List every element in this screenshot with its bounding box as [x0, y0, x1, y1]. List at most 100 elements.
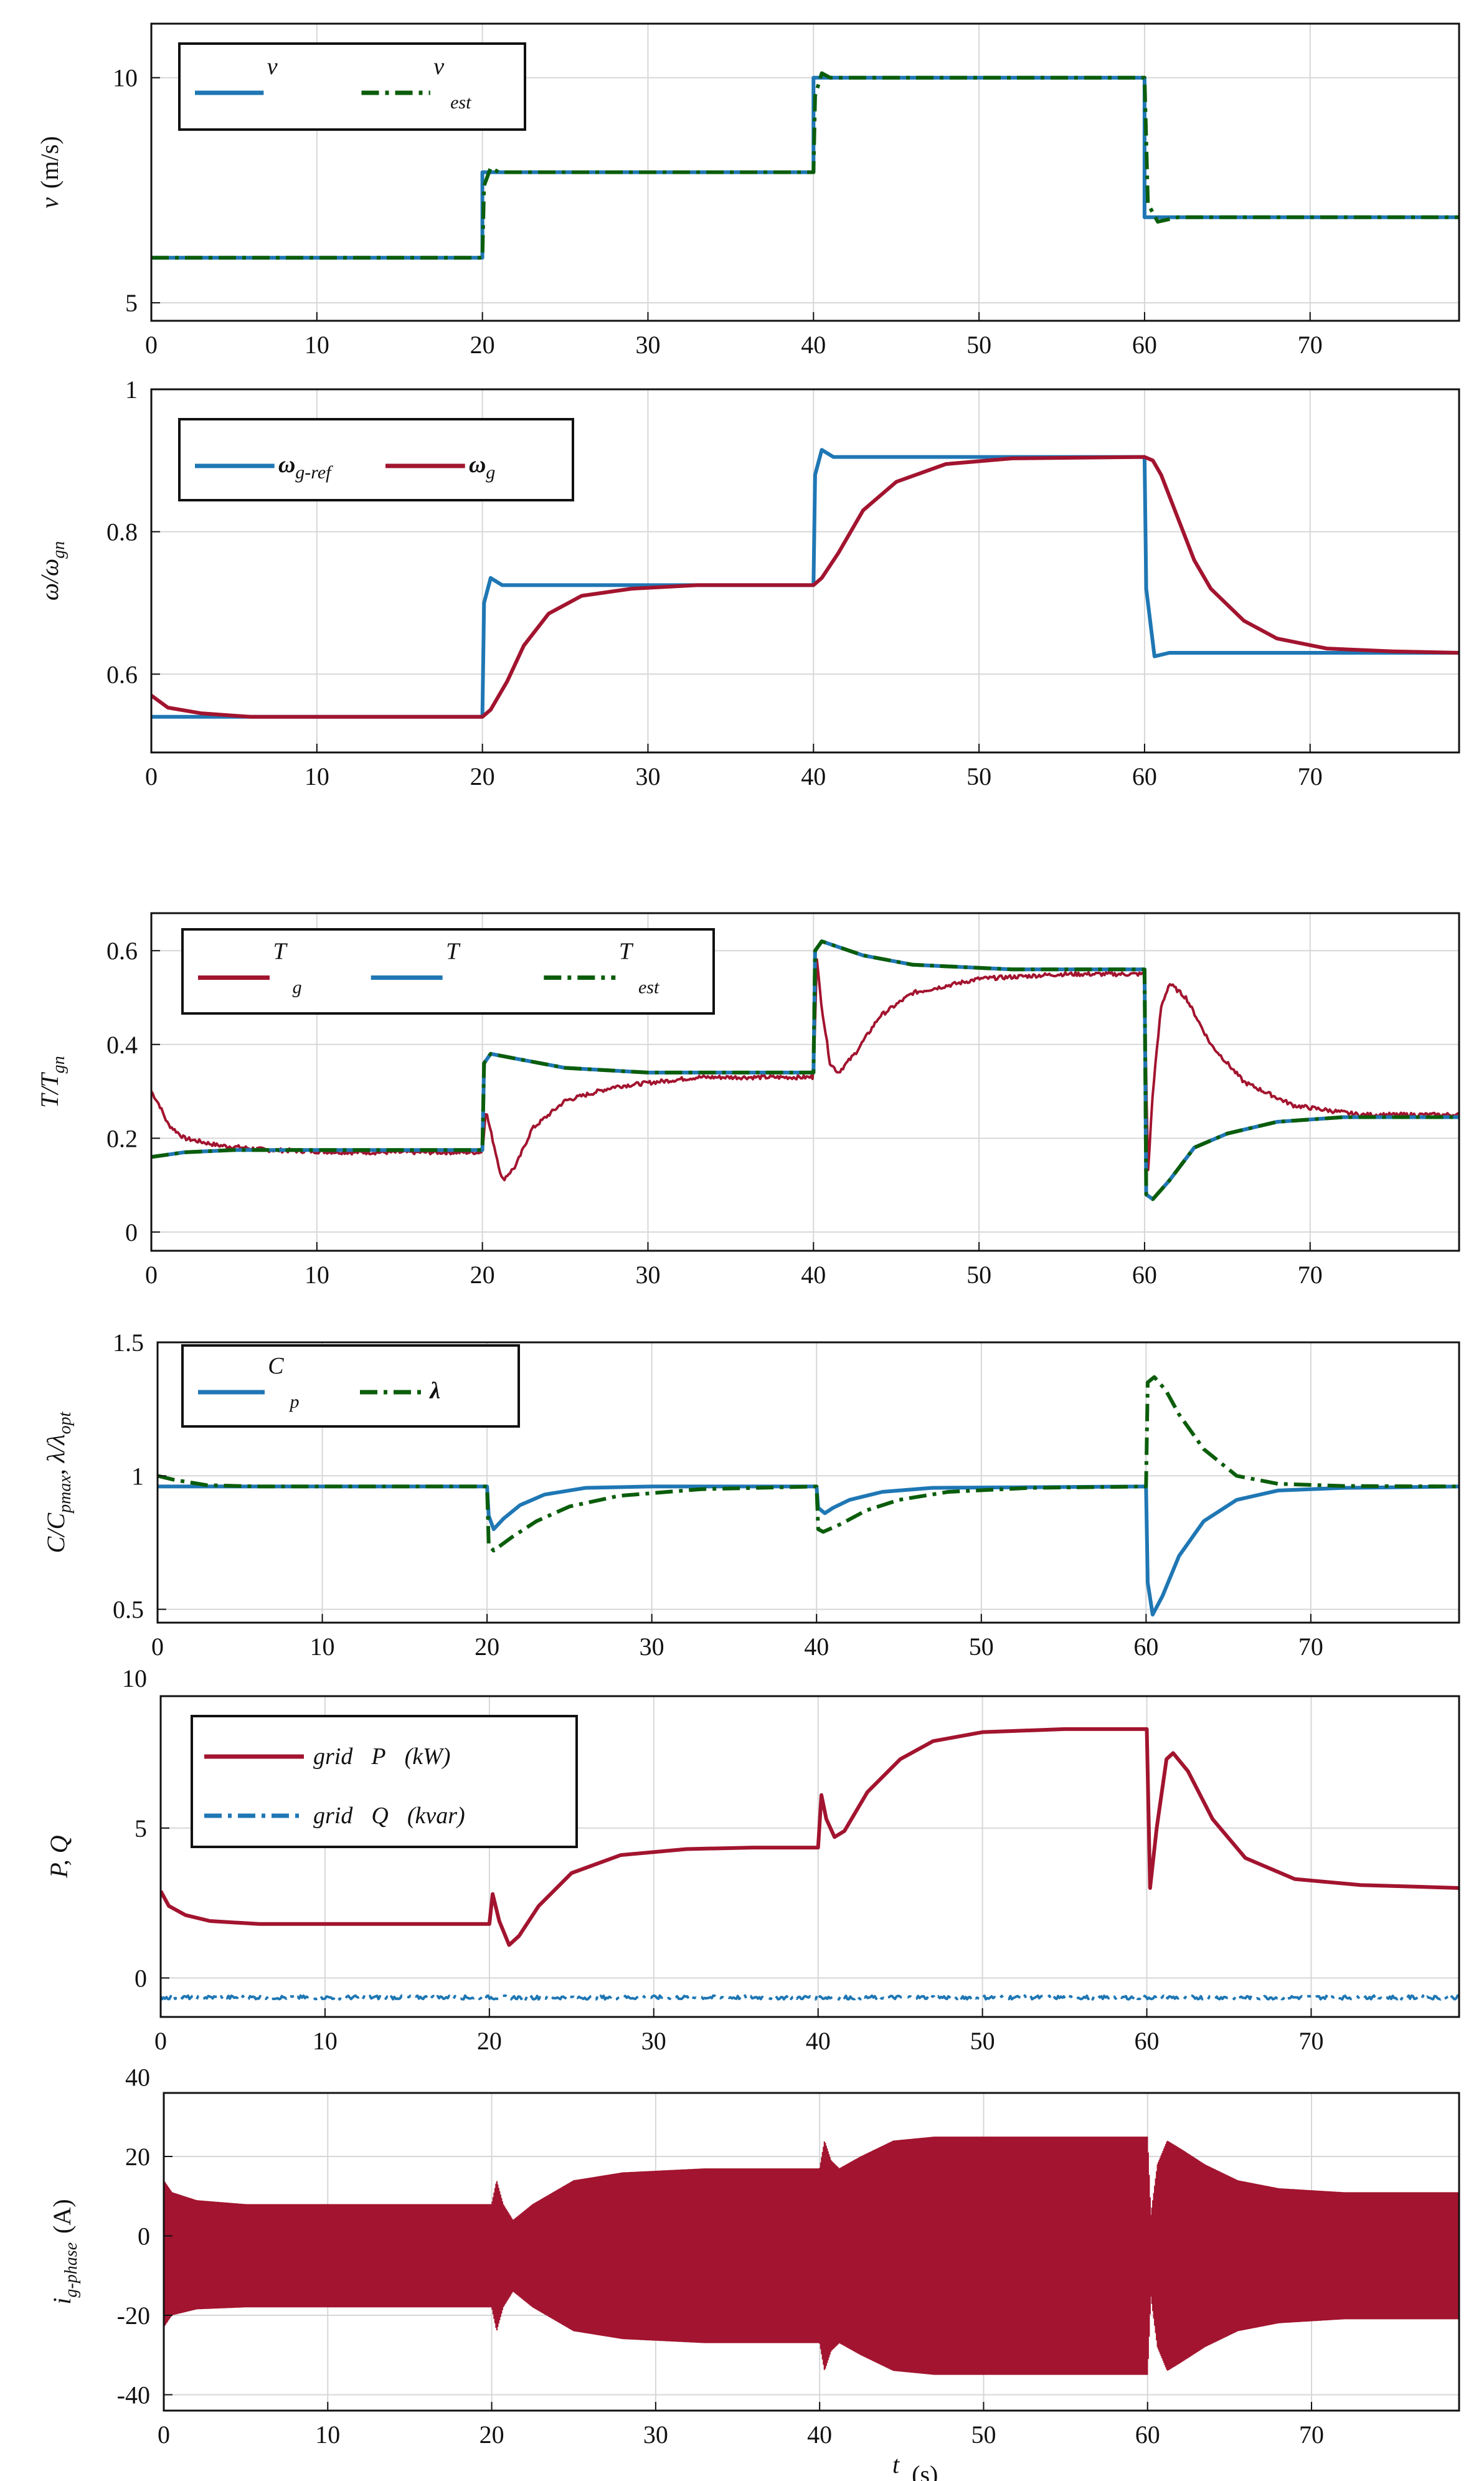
y-tick-label: 0.2: [106, 1124, 138, 1152]
x-tick-label: 70: [1298, 1633, 1323, 1661]
y-tick-label: 40: [125, 2064, 150, 2092]
x-tick-label: 50: [971, 2421, 996, 2449]
x-tick-label: 30: [640, 1633, 664, 1661]
legend: Tg T Test: [181, 928, 715, 1015]
x-tick-label: 40: [801, 762, 826, 790]
y-tick-label: 0.8: [106, 518, 138, 546]
legend-label: ωg: [469, 452, 495, 483]
x-tick-label: 60: [1132, 1261, 1157, 1289]
x-tick-label: 30: [643, 2421, 668, 2449]
y-tick-label: 0: [135, 1964, 147, 1992]
x-tick-label: 40: [801, 331, 826, 359]
x-tick-label: 70: [1298, 1261, 1323, 1289]
series-v-est: [151, 71, 1459, 260]
x-tick-label: 50: [970, 2027, 995, 2055]
y-tick-label: 1: [125, 376, 138, 404]
x-tick-label: 50: [966, 1261, 991, 1289]
x-tick-label: 60: [1132, 331, 1157, 359]
x-tick-label: 40: [804, 1633, 829, 1661]
legend: ωg-ref ωg: [178, 418, 574, 501]
y-axis-label: v(m/s): [35, 136, 64, 208]
current-envelope: [164, 2137, 1459, 2375]
legend-box: [178, 418, 574, 501]
y-tick-label: 0: [138, 2222, 150, 2251]
y-tick-label: 0.6: [106, 937, 138, 965]
x-tick-label: 50: [969, 1633, 994, 1661]
series-t-est: [151, 939, 1459, 1202]
x-tick-label: 60: [1132, 762, 1157, 790]
plot-area: [158, 1375, 1459, 1617]
y-axis-label: ig-phase(A): [48, 2199, 81, 2304]
y-tick-label: 10: [113, 64, 138, 92]
y-tick-label: 0: [125, 1218, 138, 1246]
legend: v vest: [178, 42, 526, 131]
legend-label: λ: [428, 1378, 440, 1404]
x-tick-label: 70: [1298, 331, 1323, 359]
legend-label: grid P (kW): [313, 1743, 450, 1770]
panel-grid-current: 0 10 20 30 40 50 60 70 -40 -20 0 20 40 ig-phase(A): [48, 2064, 1460, 2449]
x-tick-label: 0: [158, 2421, 170, 2449]
x-tick-label: 30: [635, 762, 660, 790]
x-tick-label: 20: [470, 762, 495, 790]
x-tick-label: 10: [315, 2421, 340, 2449]
series-grid-p: [161, 1727, 1459, 1947]
x-tick-label: 0: [145, 1261, 158, 1289]
y-tick-label: 5: [135, 1814, 147, 1843]
panel-grid-power: 0 10 20 30 40 50 60 70 0 5 10 P, Q grid P (kW) grid Q (kv…: [45, 1664, 1460, 2055]
y-axis-label: T/Tgn: [35, 1056, 69, 1108]
y-tick-label: -20: [117, 2302, 150, 2330]
panel-wind-speed: 0 10 20 30 40 50 60 70 5 10 v(m/s) v vest: [35, 22, 1460, 359]
axes-frame: [150, 912, 1460, 1252]
y-tick-label: 1: [131, 1462, 144, 1490]
y-tick-label: 5: [125, 289, 138, 317]
x-tick-label: 70: [1298, 2027, 1323, 2055]
panel-generator-speed: 0 10 20 30 40 50 60 70 0.6 0.8 1 ω/ωgn ωg-ref ωg: [35, 376, 1460, 790]
y-tick-label: -40: [117, 2381, 150, 2409]
x-tick-label: 0: [145, 331, 158, 359]
y-tick-label: 0.4: [106, 1031, 138, 1059]
x-tick-label: 10: [305, 762, 329, 790]
x-tick-label: 10: [305, 331, 329, 359]
x-tick-label: 70: [1299, 2421, 1324, 2449]
x-tick-label: 20: [470, 1261, 495, 1289]
series-c-p: [158, 1484, 1459, 1617]
y-axis-label: ω/ωgn: [35, 541, 69, 601]
x-tick-label: 20: [477, 2027, 502, 2055]
x-tick-label: 50: [966, 762, 991, 790]
x-tick-label: 40: [806, 2027, 831, 2055]
plot-area: [161, 1727, 1459, 2001]
legend: grid P (kW) grid Q (kvar): [191, 1715, 578, 1848]
x-tick-label: 30: [635, 331, 660, 359]
series-grid-q: [161, 1994, 1459, 2001]
legend-label: vest: [433, 54, 471, 113]
x-tick-label: 50: [966, 331, 991, 359]
plot-area: [164, 2137, 1459, 2375]
y-tick-label: 20: [125, 2143, 150, 2171]
series--: [158, 1375, 1459, 1553]
y-tick-label: 0.5: [113, 1596, 144, 1624]
y-axis-label: P, Q: [45, 1835, 73, 1878]
legend-box: [181, 1344, 520, 1428]
plot-area: [151, 448, 1459, 719]
x-tick-label: 10: [310, 1633, 335, 1661]
legend-box: [181, 928, 715, 1015]
legend-label: v: [267, 54, 278, 80]
y-tick-label: 0.6: [106, 660, 138, 688]
x-tick-label: 20: [475, 1633, 499, 1661]
axes-frame: [150, 388, 1460, 754]
legend-label: Cp: [268, 1353, 299, 1412]
x-tick-label: 30: [635, 1261, 660, 1289]
x-tick-label: 30: [641, 2027, 666, 2055]
legend-label: T: [446, 939, 461, 965]
axes-frame: [159, 1695, 1460, 2018]
series--g-ref: [151, 448, 1459, 719]
legend-label: Tg: [273, 939, 302, 998]
x-tick-label: 60: [1133, 1633, 1158, 1661]
axes-frame: [156, 1341, 1460, 1624]
x-tick-label: 0: [151, 1633, 164, 1661]
x-tick-label: 20: [470, 331, 495, 359]
x-tick-label: 0: [154, 2027, 167, 2055]
legend-label: Test: [619, 939, 659, 998]
x-tick-label: 70: [1298, 762, 1323, 790]
